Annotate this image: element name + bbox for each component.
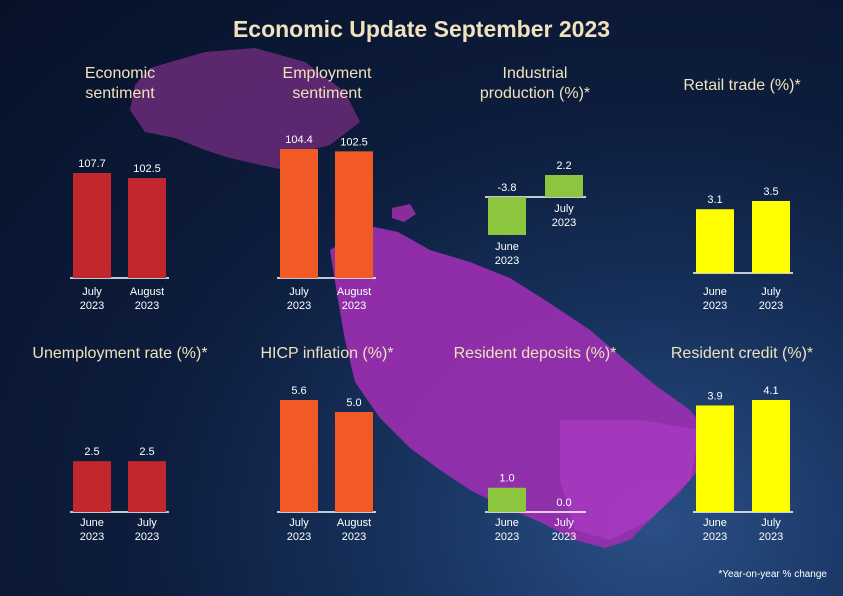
bar-chart-retail-trade: 3.1 June 2023 3.5 July 2023: [693, 186, 793, 312]
bar-june-2023: [73, 461, 111, 512]
category-label-year: 2023: [703, 531, 727, 543]
bar-chart-resident-deposits: 1.0 June 2023 0.0 July 2023: [485, 473, 586, 543]
category-label-year: 2023: [342, 300, 366, 312]
category-label-year: 2023: [759, 531, 783, 543]
bar-chart-employment-sentiment: 104.4 July 2023 102.5 August 2023: [277, 134, 376, 312]
panel-hicp-inflation: HICP inflation (%)* 5.6 July 2023 5.0 August…: [222, 335, 432, 595]
page-title: Economic Update September 2023: [232, 16, 611, 42]
bar-june-2023: [696, 209, 734, 273]
category-label: July: [289, 286, 309, 298]
category-label-year: 2023: [135, 300, 159, 312]
bar-august-2023: [335, 151, 373, 278]
bar-july-2023: [73, 173, 111, 278]
category-label: June: [80, 517, 104, 529]
category-label: August: [337, 517, 371, 529]
category-label: August: [337, 286, 371, 298]
panel-title: Employment sentiment: [282, 65, 372, 102]
category-label: July: [554, 517, 574, 529]
category-label-year: 2023: [287, 300, 311, 312]
panel-title: Unemployment rate (%)*: [32, 345, 208, 362]
category-label-year: 2023: [759, 300, 783, 312]
bar-chart-hicp-inflation: 5.6 July 2023 5.0 August 2023: [277, 385, 376, 543]
value-label: 2.5: [84, 446, 99, 458]
category-label-year: 2023: [287, 531, 311, 543]
value-label: 3.5: [763, 186, 778, 198]
panel-title: Resident credit (%)*: [670, 345, 814, 362]
category-label: June: [495, 517, 519, 529]
value-label: 107.7: [78, 158, 106, 170]
bar-chart-resident-credit: 3.9 June 2023 4.1 July 2023: [693, 385, 793, 543]
category-label: July: [82, 286, 102, 298]
category-label-year: 2023: [80, 300, 104, 312]
value-label: 3.9: [707, 390, 722, 402]
value-label: 104.4: [285, 134, 313, 146]
malta-island-highlight: [560, 420, 700, 540]
bar-chart-unemployment-rate: 2.5 June 2023 2.5 July 2023: [70, 446, 169, 543]
value-label: 5.6: [291, 385, 306, 397]
value-label: 0.0: [556, 497, 571, 509]
bar-june-2023: [696, 405, 734, 512]
bar-july-2023: [280, 149, 318, 278]
panel-title: Economic sentiment: [84, 65, 156, 102]
panel-resident-deposits: Resident deposits (%)* 1.0 June 2023 0.0 Jul…: [430, 335, 640, 595]
bar-june-2023: [488, 487, 526, 512]
category-label-year: 2023: [135, 531, 159, 543]
panel-economic-sentiment: Economic sentiment 107.7 July 2023 102.5 Aug…: [15, 62, 225, 322]
bar-chart-industrial-production: -3.8 June 2023 2.2 July 2023: [485, 160, 586, 267]
value-label: 2.5: [139, 446, 154, 458]
category-label: June: [703, 286, 727, 298]
category-label: June: [703, 517, 727, 529]
value-label: 102.5: [340, 136, 368, 148]
panel-resident-credit: Resident credit (%)* 3.9 June 2023 4.1 July 2…: [637, 335, 843, 595]
bar-july-2023: [752, 400, 790, 512]
value-label: -3.8: [498, 182, 517, 194]
category-label: July: [289, 517, 309, 529]
category-label-year: 2023: [703, 300, 727, 312]
bar-july-2023: [280, 400, 318, 512]
category-label: July: [554, 203, 574, 215]
category-label-year: 2023: [552, 531, 576, 543]
category-label: July: [761, 286, 781, 298]
bar-july-2023: [752, 201, 790, 273]
bar-june-2023: [488, 197, 526, 235]
category-label-year: 2023: [495, 531, 519, 543]
panel-retail-trade: Retail trade (%)* 3.1 June 2023 3.5 July 2023: [637, 62, 843, 322]
category-label-year: 2023: [342, 531, 366, 543]
bar-august-2023: [335, 412, 373, 512]
panel-title: Retail trade (%)*: [683, 77, 801, 94]
category-label-year: 2023: [495, 255, 519, 267]
panel-unemployment-rate: Unemployment rate (%)* 2.5 June 2023 2.5 Jul…: [15, 335, 225, 595]
panel-industrial-production: Industrial production (%)* -3.8 June 2023 2…: [430, 62, 640, 322]
panel-title: HICP inflation (%)*: [260, 345, 394, 362]
comino-island-shape: [392, 204, 416, 222]
gozo-island-shape: [130, 48, 360, 170]
value-label: 2.2: [556, 160, 571, 172]
panel-title: Resident deposits (%)*: [453, 345, 617, 362]
category-label: June: [495, 241, 519, 253]
panel-title: Industrial production (%)*: [479, 65, 591, 102]
bar-chart-economic-sentiment: 107.7 July 2023 102.5 August 2023: [70, 158, 169, 312]
bar-july-2023: [545, 175, 583, 197]
footnote: *Year-on-year % change: [718, 569, 827, 580]
category-label: July: [137, 517, 157, 529]
value-label: 3.1: [707, 194, 722, 206]
value-label: 5.0: [346, 397, 361, 409]
category-label-year: 2023: [552, 217, 576, 229]
category-label: July: [761, 517, 781, 529]
value-label: 1.0: [499, 473, 514, 485]
category-label-year: 2023: [80, 531, 104, 543]
bar-july-2023: [128, 461, 166, 512]
value-label: 102.5: [133, 163, 161, 175]
category-label: August: [130, 286, 164, 298]
bar-august-2023: [128, 178, 166, 278]
value-label: 4.1: [763, 385, 778, 397]
panel-employment-sentiment: Employment sentiment 104.4 July 2023 102.5 A…: [222, 62, 432, 322]
